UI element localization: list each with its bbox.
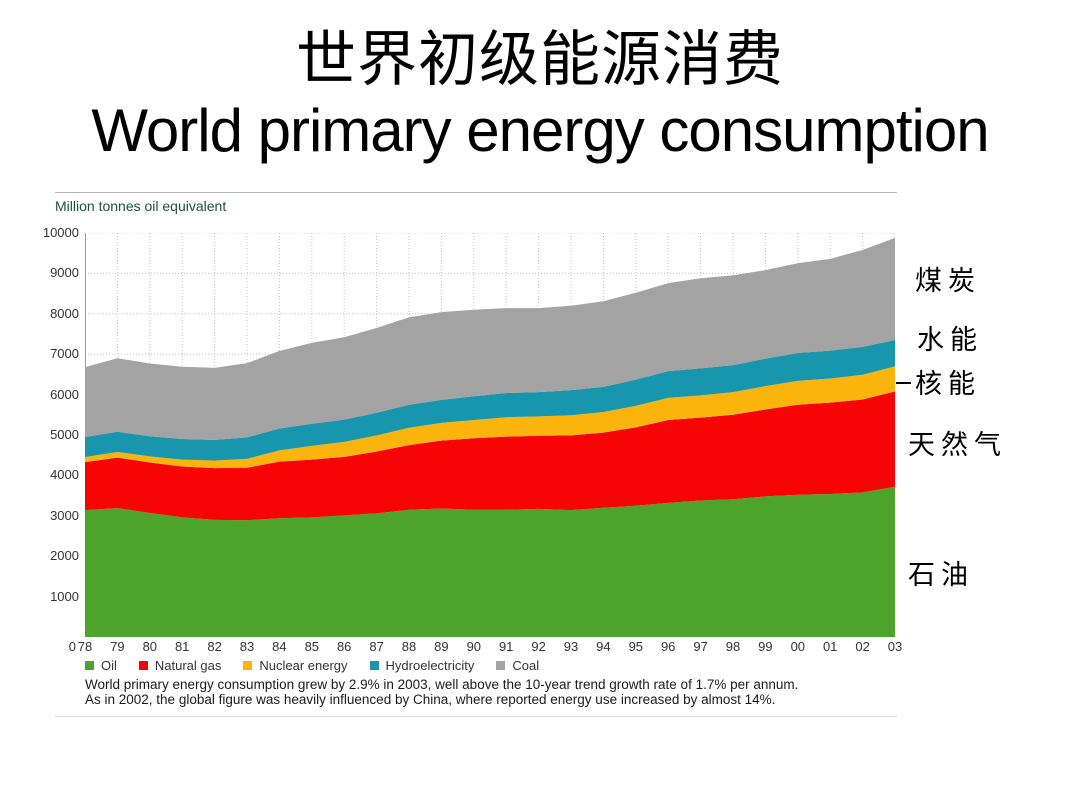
legend-label: Hydroelectricity	[385, 658, 475, 673]
x-tick-label: 03	[887, 639, 903, 654]
y-tick-label: 6000	[50, 386, 79, 402]
series-label-zh: 煤炭	[915, 266, 981, 297]
chart-top-rule	[55, 192, 897, 193]
x-tick-label: 91	[498, 639, 514, 654]
chart-legend: Oil Natural gas Nuclear energy Hydroelectri…	[85, 658, 539, 673]
series-label-zh: 水能	[917, 325, 983, 356]
y-tick-label: 4000	[50, 467, 79, 483]
legend-item-hydroelectricity: Hydroelectricity	[369, 658, 475, 673]
x-tick-label: 98	[725, 639, 741, 654]
legend-swatch-icon	[369, 661, 379, 670]
series-label-zh: 天然气	[908, 430, 1007, 461]
x-tick-label: 82	[207, 639, 222, 654]
x-tick-label: 01	[822, 639, 838, 654]
area-hydroelectricity	[85, 340, 895, 461]
legend-item-nuclear-energy: Nuclear energy	[243, 658, 348, 673]
x-tick-label: 83	[239, 639, 255, 654]
x-tick-label: 79	[110, 639, 125, 654]
legend-label: Oil	[101, 658, 117, 673]
y-tick-label: 1000	[50, 588, 79, 604]
chart-caption-line-1: World primary energy consumption grew by…	[85, 677, 799, 692]
x-tick-label: 87	[369, 639, 384, 654]
chart-bottom-rule	[55, 716, 897, 717]
y-tick-label: 7000	[50, 346, 79, 362]
y-tick-label: 2000	[50, 548, 79, 564]
x-tick-label: 84	[272, 639, 287, 654]
y-tick-label: 8000	[50, 305, 79, 321]
x-tick-label: 94	[596, 639, 611, 654]
series-label-zh: 石油	[908, 560, 974, 591]
slide-title-english: World primary energy consumption	[91, 97, 989, 164]
x-tick-label: 85	[304, 639, 320, 654]
area-oil	[85, 486, 895, 637]
legend-swatch-icon	[243, 661, 253, 670]
legend-swatch-icon	[138, 661, 148, 670]
y-tick-label: 10000	[42, 225, 79, 240]
legend-item-coal: Coal	[496, 658, 539, 673]
series-label-zh: 核能	[915, 369, 981, 400]
x-tick-label: 00	[790, 639, 806, 654]
y-tick-label: 0	[68, 639, 76, 654]
x-tick-label: 92	[531, 639, 546, 654]
x-tick-label: 95	[628, 639, 644, 654]
legend-swatch-icon	[496, 661, 506, 670]
label-callout-dash	[896, 382, 911, 384]
x-tick-label: 86	[336, 639, 352, 654]
x-tick-label: 93	[563, 639, 579, 654]
legend-label: Natural gas	[154, 658, 222, 673]
legend-label: Nuclear energy	[259, 658, 348, 673]
y-tick-label: 9000	[50, 265, 79, 281]
slide-title-chinese: 世界初级能源消费	[296, 25, 784, 95]
y-tick-label: 5000	[50, 427, 79, 442]
legend-item-natural-gas: Natural gas	[138, 658, 222, 673]
area-natural-gas	[85, 391, 895, 521]
x-tick-label: 96	[660, 639, 676, 654]
x-tick-label: 81	[174, 639, 190, 654]
x-tick-label: 02	[855, 639, 870, 654]
stacked-area-chart	[85, 233, 895, 637]
x-tick-label: 88	[401, 639, 417, 654]
x-tick-label: 90	[466, 639, 482, 654]
y-tick-label: 3000	[50, 507, 79, 523]
x-tick-label: 89	[434, 639, 449, 654]
x-tick-label: 97	[693, 639, 708, 654]
legend-swatch-icon	[85, 661, 94, 670]
x-tick-label: 80	[142, 639, 158, 654]
x-tick-label: 99	[758, 639, 773, 654]
area-coal	[85, 237, 895, 440]
legend-item-oil: Oil	[85, 658, 117, 673]
chart-unit-label: Million tonnes oil equivalent	[55, 198, 227, 214]
x-tick-label: 78	[77, 639, 93, 654]
chart-caption-line-2: As in 2002, the global figure was heavil…	[85, 692, 776, 707]
legend-label: Coal	[512, 658, 540, 673]
